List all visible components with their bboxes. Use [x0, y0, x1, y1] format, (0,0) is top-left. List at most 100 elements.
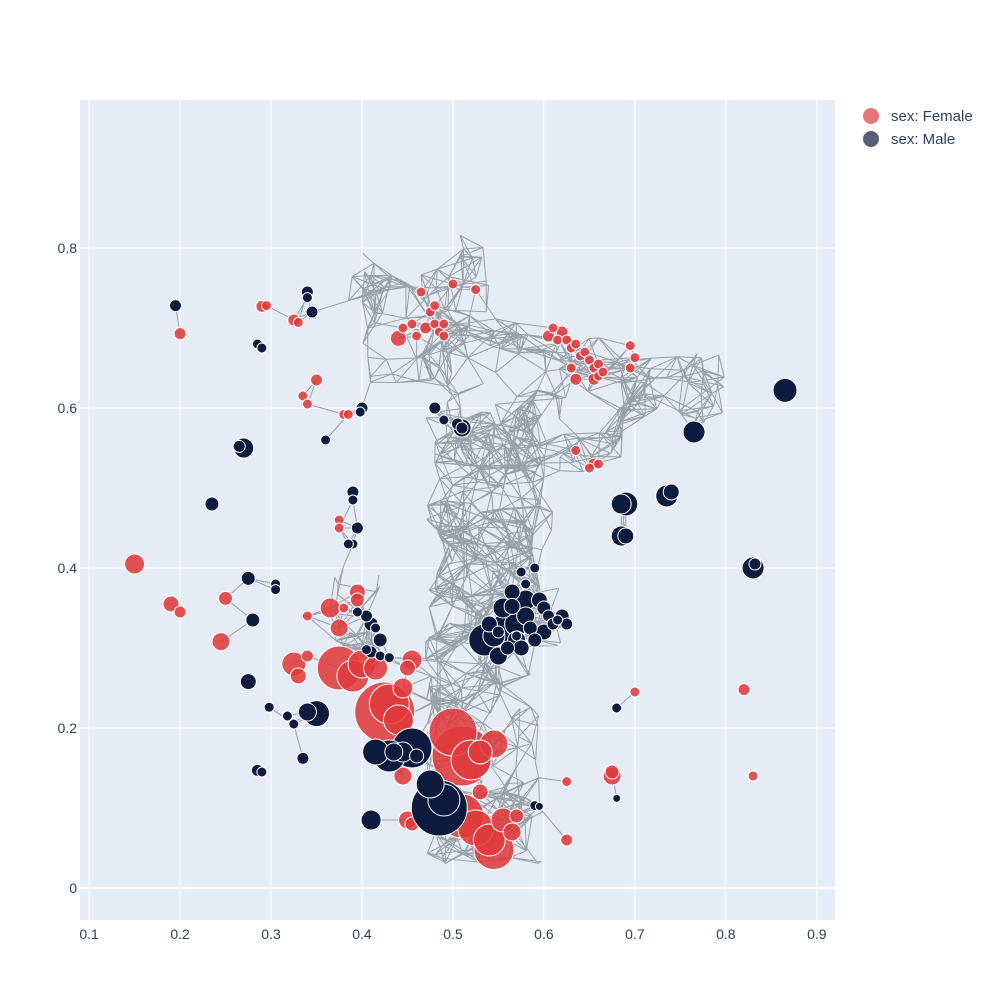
data-point[interactable] [300, 649, 314, 663]
data-point[interactable] [552, 334, 564, 346]
data-point[interactable] [411, 330, 423, 342]
data-point[interactable] [173, 605, 187, 619]
data-point[interactable] [624, 362, 636, 374]
data-point[interactable] [629, 352, 641, 364]
data-point[interactable] [372, 632, 388, 648]
legend-label[interactable]: sex: Female [891, 108, 973, 125]
legend-marker[interactable] [863, 131, 879, 147]
data-point[interactable] [350, 521, 364, 535]
data-point[interactable] [747, 770, 759, 782]
data-point[interactable] [204, 496, 220, 512]
data-point[interactable] [472, 823, 506, 857]
data-point[interactable] [415, 286, 427, 298]
data-point[interactable] [428, 401, 442, 415]
data-point[interactable] [342, 538, 354, 550]
data-point[interactable] [438, 414, 450, 426]
data-point[interactable] [301, 292, 313, 304]
data-point[interactable] [305, 305, 319, 319]
data-point[interactable] [570, 338, 582, 350]
data-point[interactable] [288, 718, 300, 730]
data-point[interactable] [392, 677, 414, 699]
data-point[interactable] [561, 776, 573, 788]
data-point[interactable] [503, 597, 521, 615]
data-point[interactable] [748, 557, 762, 571]
data-point[interactable] [374, 650, 386, 662]
data-point[interactable] [617, 527, 635, 545]
data-point[interactable] [429, 300, 441, 312]
data-point[interactable] [256, 766, 268, 778]
data-point[interactable] [351, 606, 363, 618]
data-point[interactable] [263, 701, 275, 713]
data-point[interactable] [218, 590, 233, 606]
data-point[interactable] [455, 421, 469, 435]
data-point[interactable] [547, 322, 559, 334]
data-point[interactable] [383, 652, 395, 664]
data-point[interactable] [534, 801, 544, 811]
data-point[interactable] [682, 420, 706, 444]
data-point[interactable] [629, 686, 641, 698]
data-point[interactable] [319, 597, 341, 619]
data-point[interactable] [406, 318, 418, 330]
legend[interactable]: sex: Female sex: Male [863, 108, 973, 148]
data-point[interactable] [354, 406, 366, 418]
data-point[interactable] [297, 702, 317, 722]
data-point[interactable] [520, 578, 532, 590]
data-point[interactable] [470, 284, 482, 296]
data-point[interactable] [593, 458, 604, 470]
data-point[interactable] [342, 408, 354, 420]
data-point[interactable] [124, 553, 146, 575]
data-point[interactable] [329, 618, 349, 638]
data-point[interactable] [310, 373, 323, 387]
data-point[interactable] [261, 300, 272, 312]
data-point[interactable] [624, 340, 636, 352]
data-point[interactable] [347, 494, 359, 506]
data-point[interactable] [320, 434, 332, 446]
data-point[interactable] [301, 610, 313, 622]
data-point[interactable] [604, 764, 620, 780]
data-point[interactable] [612, 793, 622, 803]
data-point[interactable] [511, 630, 523, 642]
data-point[interactable] [565, 362, 577, 374]
data-point[interactable] [296, 751, 310, 765]
data-point[interactable] [560, 833, 574, 847]
data-point[interactable] [292, 316, 304, 328]
data-point[interactable] [471, 783, 489, 801]
data-point[interactable] [438, 330, 450, 342]
data-point[interactable] [281, 710, 293, 722]
data-point[interactable] [597, 366, 609, 378]
data-point[interactable] [467, 739, 493, 765]
data-point[interactable] [447, 278, 459, 290]
data-point[interactable] [500, 640, 515, 656]
data-point[interactable] [491, 625, 505, 639]
data-point[interactable] [384, 742, 404, 762]
data-point[interactable] [256, 342, 268, 354]
data-point[interactable] [503, 583, 521, 601]
data-point[interactable] [360, 809, 382, 831]
data-point[interactable] [270, 584, 282, 596]
data-point[interactable] [333, 522, 345, 534]
data-point[interactable] [438, 318, 450, 330]
data-point[interactable] [245, 612, 261, 628]
data-point[interactable] [173, 327, 187, 341]
data-point[interactable] [662, 483, 680, 501]
data-point[interactable] [240, 570, 256, 586]
data-point[interactable] [338, 602, 350, 614]
data-point[interactable] [239, 673, 257, 691]
data-point[interactable] [772, 377, 798, 403]
data-point[interactable] [397, 322, 409, 334]
data-point[interactable] [569, 372, 583, 386]
data-point[interactable] [211, 632, 231, 652]
data-point[interactable] [515, 566, 527, 578]
data-point[interactable] [415, 769, 445, 799]
data-point[interactable] [570, 444, 582, 456]
data-point[interactable] [610, 493, 632, 515]
data-point[interactable] [552, 614, 564, 626]
data-point[interactable] [527, 632, 543, 648]
data-point[interactable] [512, 639, 530, 657]
data-point[interactable] [232, 439, 246, 453]
data-point[interactable] [289, 667, 307, 685]
data-point[interactable] [370, 622, 382, 634]
data-point[interactable] [349, 592, 365, 608]
data-point[interactable] [169, 299, 182, 313]
data-point[interactable] [393, 766, 413, 786]
